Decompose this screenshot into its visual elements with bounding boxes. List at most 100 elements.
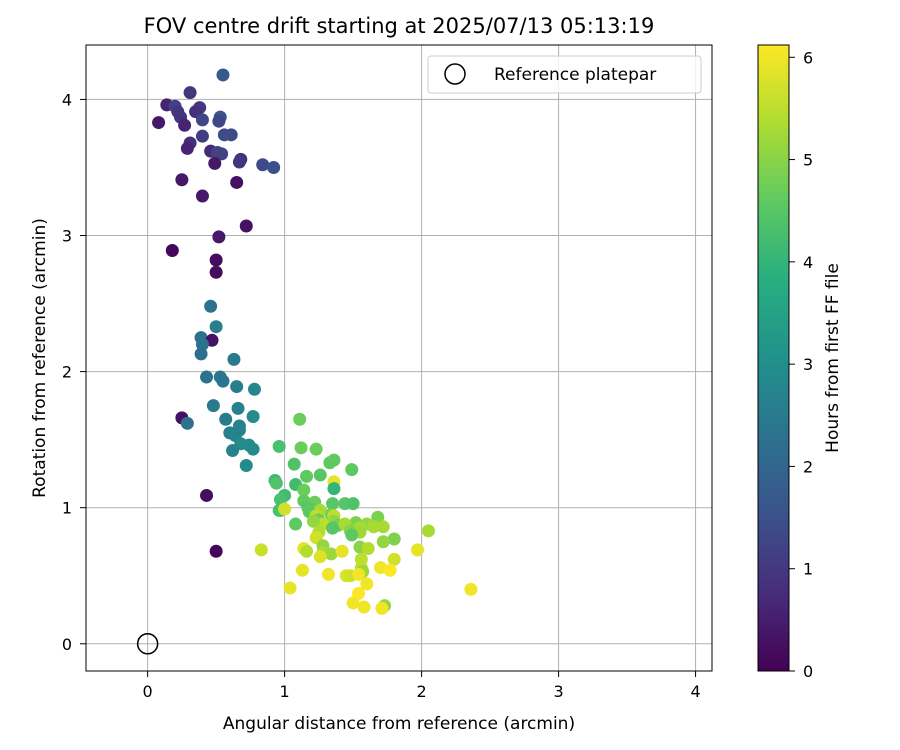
colorbar-label: Hours from first FF file: [823, 263, 843, 453]
grid-lines: [86, 45, 712, 671]
data-point: [200, 488, 214, 502]
data-point: [227, 352, 241, 366]
colorbar-tick-label: 3: [803, 355, 813, 374]
data-point: [287, 457, 301, 471]
colorbar-ticks: 0 1 2 3 4 5 6: [789, 48, 813, 681]
data-point: [300, 469, 314, 483]
data-point: [387, 552, 401, 566]
data-point: [180, 416, 194, 430]
x-axis-ticks: 0 1 2 3 4: [143, 671, 701, 701]
data-point: [206, 399, 220, 413]
data-point: [345, 463, 359, 477]
data-point: [239, 219, 253, 233]
data-point: [209, 265, 223, 279]
data-point: [246, 442, 260, 456]
data-point: [226, 444, 240, 458]
legend-label: Reference platepar: [494, 65, 656, 85]
data-point: [246, 410, 260, 424]
data-point: [209, 253, 223, 267]
data-point: [216, 374, 230, 388]
data-point: [410, 543, 424, 557]
data-point: [289, 517, 303, 531]
colorbar: 0 1 2 3 4 5 6 Hours from first FF file: [757, 44, 843, 681]
data-points: [152, 68, 478, 615]
data-point: [204, 299, 218, 313]
y-axis-ticks: 0 1 2 3 4: [62, 90, 86, 654]
x-tick-label: 2: [417, 682, 427, 701]
legend-marker: [444, 63, 466, 85]
data-point: [360, 577, 374, 591]
data-point: [297, 483, 311, 497]
data-point: [231, 401, 245, 415]
data-point: [239, 459, 253, 473]
data-point: [352, 586, 366, 600]
data-point: [387, 532, 401, 546]
data-point: [464, 582, 478, 596]
data-point: [195, 337, 209, 351]
plot-frame: [85, 44, 713, 672]
data-point: [247, 382, 261, 396]
data-point: [209, 320, 223, 334]
data-point: [219, 412, 233, 426]
y-tick-label: 1: [62, 499, 72, 518]
data-point: [309, 442, 323, 456]
colorbar-gradient: [757, 44, 790, 672]
data-point: [195, 189, 209, 203]
data-point: [376, 520, 390, 534]
data-point: [294, 441, 308, 455]
data-point: [327, 482, 341, 496]
data-point: [232, 155, 246, 169]
data-point: [352, 567, 366, 581]
data-point: [421, 524, 435, 538]
data-point: [230, 175, 244, 189]
data-point: [267, 160, 281, 174]
data-point: [346, 596, 360, 610]
colorbar-tick-label: 1: [803, 560, 813, 579]
y-tick-label: 4: [62, 90, 72, 109]
data-point: [209, 544, 223, 558]
data-point: [212, 114, 226, 128]
data-point: [195, 113, 209, 127]
data-point: [313, 468, 327, 482]
data-point: [335, 544, 349, 558]
data-point: [326, 521, 340, 535]
data-point: [326, 497, 340, 511]
data-point: [180, 141, 194, 155]
data-point: [152, 116, 166, 130]
colorbar-tick-label: 4: [803, 253, 813, 272]
data-point: [224, 128, 238, 142]
data-point: [200, 370, 214, 384]
data-point: [194, 347, 208, 361]
data-point: [295, 563, 309, 577]
data-point: [324, 547, 338, 561]
data-point: [361, 542, 375, 556]
data-point: [195, 129, 209, 143]
y-tick-label: 2: [62, 363, 72, 382]
data-point: [278, 502, 292, 516]
data-point: [269, 476, 283, 490]
data-point: [313, 550, 327, 564]
data-point: [272, 439, 286, 453]
data-point: [293, 412, 307, 426]
legend-box: [427, 55, 702, 94]
data-point: [215, 147, 229, 161]
data-point: [208, 156, 222, 170]
data-point: [306, 514, 320, 528]
data-point: [175, 173, 189, 187]
data-point: [254, 543, 268, 557]
x-tick-label: 3: [553, 682, 563, 701]
data-point: [216, 68, 230, 82]
data-point: [300, 544, 314, 558]
data-point: [230, 380, 244, 394]
data-point: [183, 86, 197, 100]
colorbar-tick-label: 2: [803, 457, 813, 476]
data-point: [178, 118, 192, 132]
chart-title: FOV centre drift starting at 2025/07/13 …: [144, 14, 655, 38]
colorbar-tick-label: 0: [803, 662, 813, 681]
x-axis-label: Angular distance from reference (arcmin): [223, 714, 575, 734]
data-point: [367, 520, 381, 534]
colorbar-tick-label: 6: [803, 48, 813, 67]
data-point: [383, 563, 397, 577]
x-tick-label: 1: [280, 682, 290, 701]
